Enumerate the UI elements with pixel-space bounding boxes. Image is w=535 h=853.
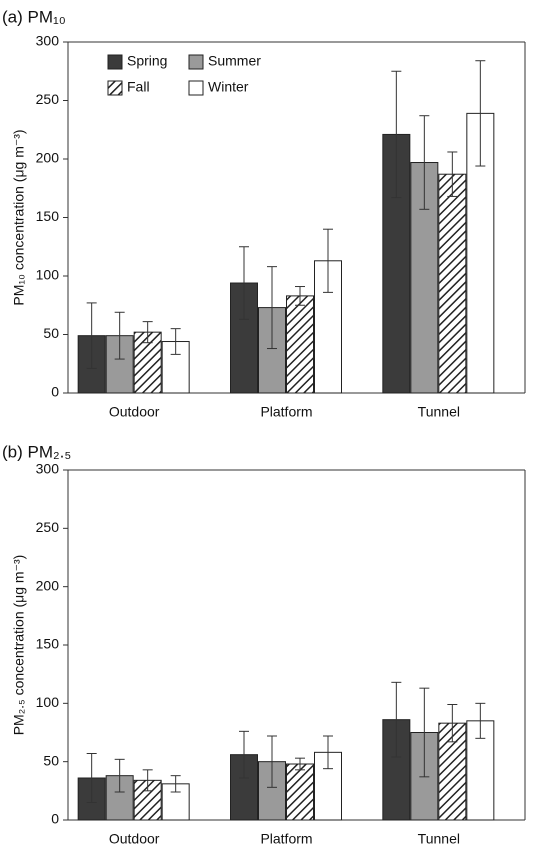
bar: [161, 341, 190, 394]
x-tick-label: Platform: [260, 404, 312, 420]
y-tick-label: 300: [36, 461, 60, 477]
y-tick-label: 0: [51, 384, 59, 400]
y-axis-label: PM₂.₅ concentration (μg m⁻³): [11, 555, 27, 736]
legend-label: Summer: [208, 53, 261, 69]
chart-title: (a) PM₁₀: [2, 7, 66, 26]
x-tick-label: Outdoor: [109, 404, 160, 420]
y-tick-label: 50: [43, 752, 59, 768]
legend-label: Fall: [127, 79, 150, 95]
bar: [286, 295, 314, 394]
legend-swatch: [107, 80, 123, 96]
y-tick-label: 150: [36, 636, 60, 652]
y-tick-label: 0: [51, 811, 59, 827]
y-tick-label: 250: [36, 91, 60, 107]
y-tick-label: 200: [36, 150, 60, 166]
y-axis-label: PM₁₀ concentration (μg m⁻³): [11, 129, 27, 305]
y-tick-label: 50: [43, 325, 59, 341]
legend-swatch: [188, 80, 204, 96]
legend-swatch: [107, 54, 123, 70]
y-tick-label: 200: [36, 577, 60, 593]
x-tick-label: Platform: [260, 831, 312, 847]
x-tick-label: Tunnel: [418, 831, 460, 847]
legend-label: Winter: [208, 79, 249, 95]
chart-title: (b) PM₂.₅: [2, 442, 71, 461]
y-tick-label: 300: [36, 33, 60, 49]
y-tick-label: 100: [36, 694, 60, 710]
y-tick-label: 100: [36, 267, 60, 283]
y-tick-label: 150: [36, 208, 60, 224]
x-tick-label: Tunnel: [418, 404, 460, 420]
legend-label: Spring: [127, 53, 167, 69]
x-tick-label: Outdoor: [109, 831, 160, 847]
bar: [438, 173, 467, 394]
bar: [286, 763, 314, 821]
y-tick-label: 250: [36, 519, 60, 535]
bar: [230, 282, 258, 394]
legend-swatch: [188, 54, 204, 70]
